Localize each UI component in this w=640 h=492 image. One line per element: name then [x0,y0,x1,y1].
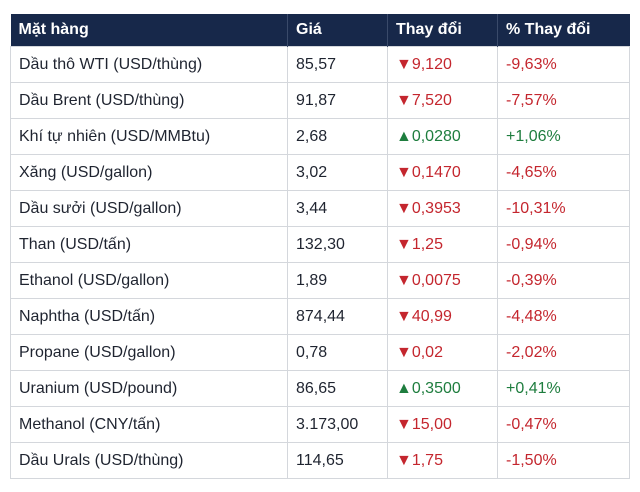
percent-change: +0,41% [497,370,630,407]
change: ▼0,3953 [387,190,498,227]
price: 85,57 [287,46,388,83]
header-cell: % Thay đổi [497,14,630,47]
table-row: Ethanol (USD/gallon) 1,89 ▼0,0075 -0,39% [10,262,630,299]
header-row: Mặt hàng Giá Thay đổi% Thay đổi [10,14,630,47]
percent-change: -10,31% [497,190,630,227]
price: 874,44 [287,298,388,335]
table-row: Dầu Brent (USD/thùng) 91,87 ▼7,520 -7,57% [10,82,630,119]
table-head: Mặt hàng Giá Thay đổi% Thay đổi [10,14,630,47]
commodity-name: Ethanol (USD/gallon) [10,262,288,299]
change: ▼0,0075 [387,262,498,299]
change: ▼40,99 [387,298,498,335]
commodity-name: Uranium (USD/pound) [10,370,288,407]
change: ▼0,1470 [387,154,498,191]
price: 91,87 [287,82,388,119]
table-row: Dầu sưởi (USD/gallon) 3,44 ▼0,3953 -10,31% [10,190,630,227]
commodity-name: Than (USD/tấn) [10,226,288,263]
table-row: Than (USD/tấn) 132,30 ▼1,25 -0,94% [10,226,630,263]
percent-change: -0,94% [497,226,630,263]
table-row: Xăng (USD/gallon) 3,02 ▼0,1470 -4,65% [10,154,630,191]
table-row: Naphtha (USD/tấn) 874,44 ▼40,99 -4,48% [10,298,630,335]
commodity-name: Xăng (USD/gallon) [10,154,288,191]
change: ▼15,00 [387,406,498,443]
commodity-name: Dầu Urals (USD/thùng) [10,442,288,479]
table-row: Methanol (CNY/tấn) 3.173,00 ▼15,00 -0,47% [10,406,630,443]
price: 86,65 [287,370,388,407]
percent-change: -0,47% [497,406,630,443]
table-row: Propane (USD/gallon) 0,78 ▼0,02 -2,02% [10,334,630,371]
table-container: Mặt hàng Giá Thay đổi% Thay đổi Dầu thô WT… [10,14,630,479]
change: ▲0,0280 [387,118,498,155]
table-body: Dầu thô WTI (USD/thùng) 85,57 ▼9,120 -9,63%… [10,46,630,479]
commodity-name: Dầu thô WTI (USD/thùng) [10,46,288,83]
price: 3,02 [287,154,388,191]
change: ▼7,520 [387,82,498,119]
price: 2,68 [287,118,388,155]
percent-change: -1,50% [497,442,630,479]
price: 114,65 [287,442,388,479]
percent-change: -4,48% [497,298,630,335]
commodity-name: Methanol (CNY/tấn) [10,406,288,443]
percent-change: -9,63% [497,46,630,83]
table-row: Uranium (USD/pound) 86,65 ▲0,3500 +0,41% [10,370,630,407]
header-cell: Mặt hàng [10,14,288,47]
price: 132,30 [287,226,388,263]
commodity-name: Dầu Brent (USD/thùng) [10,82,288,119]
change: ▼1,75 [387,442,498,479]
commodity-name: Dầu sưởi (USD/gallon) [10,190,288,227]
change: ▲0,3500 [387,370,498,407]
price: 3.173,00 [287,406,388,443]
price: 0,78 [287,334,388,371]
percent-change: -0,39% [497,262,630,299]
table-row: Dầu thô WTI (USD/thùng) 85,57 ▼9,120 -9,63% [10,46,630,83]
change: ▼0,02 [387,334,498,371]
price: 1,89 [287,262,388,299]
table-row: Dầu Urals (USD/thùng) 114,65 ▼1,75 -1,50% [10,442,630,479]
change: ▼9,120 [387,46,498,83]
table-row: Khí tự nhiên (USD/MMBtu) 2,68 ▲0,0280 +1,06… [10,118,630,155]
header-cell: Thay đổi [387,14,498,47]
commodity-name: Khí tự nhiên (USD/MMBtu) [10,118,288,155]
percent-change: -2,02% [497,334,630,371]
header-cell: Giá [287,14,388,47]
change: ▼1,25 [387,226,498,263]
percent-change: -4,65% [497,154,630,191]
commodity-name: Propane (USD/gallon) [10,334,288,371]
commodity-table: Mặt hàng Giá Thay đổi% Thay đổi Dầu thô WT… [10,14,630,479]
price: 3,44 [287,190,388,227]
percent-change: -7,57% [497,82,630,119]
percent-change: +1,06% [497,118,630,155]
commodity-name: Naphtha (USD/tấn) [10,298,288,335]
